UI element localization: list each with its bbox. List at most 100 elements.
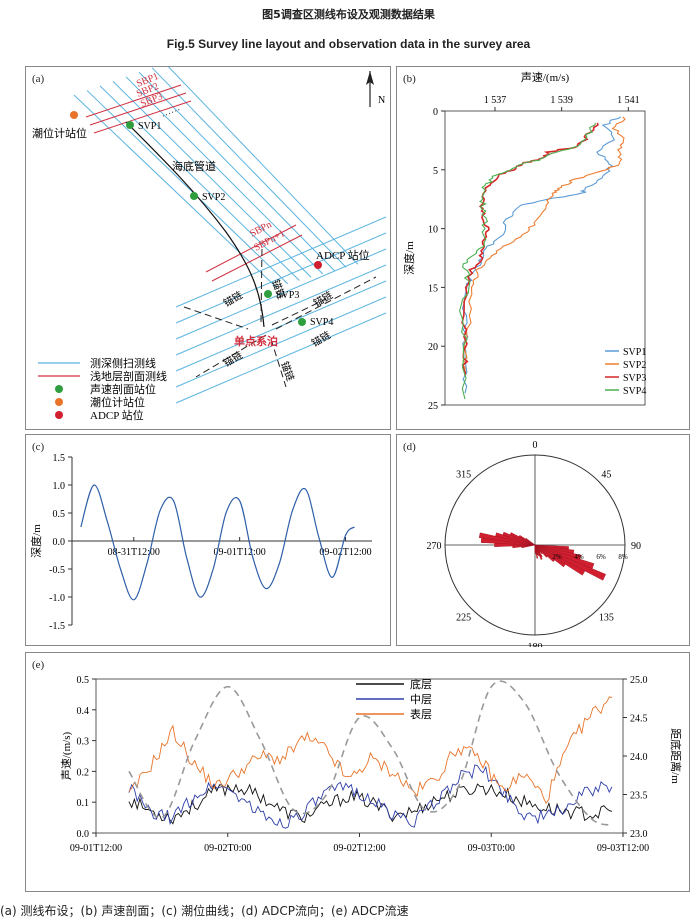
panel-a-survey-layout: (a) N SBP1 SBP2 SBP3…… SBPn SBPn+1 锚链 锚链 锚链 锚链 锚链锚… <box>25 66 391 430</box>
angle-label: 45 <box>601 470 611 481</box>
multibeam-line <box>99 85 300 281</box>
svp4-dot <box>298 318 306 326</box>
velocity-series-line <box>128 764 613 829</box>
multibeam-line <box>112 80 312 278</box>
y-tick-label: -1.0 <box>49 593 65 604</box>
svp-series-line <box>459 122 597 400</box>
figure-caption: (a) 测线布设；(b) 声速剖面；(c) 潮位曲线；(d) ADCP流向；(e… <box>0 904 409 918</box>
tide-curve <box>80 484 355 601</box>
svp-series-line <box>461 122 599 376</box>
legend-label: 潮位计站位 <box>90 395 145 409</box>
x-tick-label: 09-01T12:00 <box>70 843 122 854</box>
x-tick-label: 09-02T12:00 <box>333 843 385 854</box>
angle-label: 315 <box>456 470 471 481</box>
y-axis-title: 声速/(m/s) <box>59 732 73 781</box>
panel-d-label: (d) <box>403 441 416 453</box>
x-axis-title: 声速/(m/s) <box>521 70 570 84</box>
anchor-chain <box>270 338 287 388</box>
panel-e-label: (e) <box>32 659 45 671</box>
tide-station-dot <box>70 111 78 119</box>
legend-swatch <box>55 398 63 406</box>
ellipsis-label: …… <box>159 102 182 120</box>
plot-frame <box>444 110 646 406</box>
panel-c-label: (c) <box>32 441 45 453</box>
sbp-line <box>211 234 303 282</box>
x-tick-label: 1 539 <box>550 95 573 106</box>
legend-label: 底层 <box>410 677 432 691</box>
pipeline-curve <box>125 121 265 328</box>
legend-label: 中层 <box>410 693 432 706</box>
multibeam-line <box>175 312 387 404</box>
multibeam-line <box>138 71 335 272</box>
y-right-tick-label: 25.0 <box>630 675 648 686</box>
svp-series-line <box>461 116 621 394</box>
y-tick-label: 0.5 <box>77 675 90 686</box>
panel-b-label: (b) <box>403 73 416 85</box>
svp3-dot <box>264 290 272 298</box>
anchor-chain <box>195 334 267 378</box>
single-point-mooring-label: 单点系泊 <box>234 334 278 348</box>
svp-chart: 声速/(m/s) 1 537 1 539 1 541 0 5 10 15 20 25 深度/m SVP… <box>402 70 646 412</box>
ring-label: 4% <box>574 553 584 561</box>
legend-label: SVP1 <box>623 347 646 358</box>
sbp-line <box>205 224 297 273</box>
svp2-dot <box>190 192 198 200</box>
anchor-chain-label: 锚链 <box>221 288 245 309</box>
y-right-tick-label: 24.5 <box>630 714 648 725</box>
multibeam-line <box>125 76 324 275</box>
y-axis-title: 深度/m <box>29 524 43 558</box>
multibeam-line <box>86 90 289 285</box>
y-tick-label: 25 <box>428 401 438 412</box>
y-tick-label: 0 <box>433 107 438 118</box>
angle-label: 135 <box>599 612 614 623</box>
x-tick-label: 1 541 <box>617 95 640 106</box>
panel-e-current-velocity: (e) 0.0 0.1 0.2 0.3 0.4 0.5 23.0 23.5 24.0 24.5 25… <box>25 652 690 892</box>
anchor-chain <box>183 306 249 330</box>
angle-label: 0 <box>533 440 538 451</box>
ring-label: 8% <box>618 553 628 561</box>
rose-petal <box>525 537 536 546</box>
y-tick-label: 0.2 <box>77 767 90 778</box>
x-tick-label: 08-31T12:00 <box>108 547 160 558</box>
velocity-series-line <box>128 783 613 825</box>
multibeam-line <box>175 296 387 388</box>
figure-title-cn: 图5调查区测线布设及观测数据结果 <box>262 8 435 21</box>
multibeam-line <box>175 248 387 340</box>
multibeam-line <box>175 232 387 324</box>
x-tick-label: 09-02T12:00 <box>319 547 371 558</box>
y-right-axis-title: 距底距离/m <box>669 728 683 784</box>
angle-label: 180 <box>528 642 543 647</box>
x-tick-label: 09-03T12:00 <box>597 843 649 854</box>
sbp-line <box>85 84 182 118</box>
svp1-label: SVP1 <box>138 121 161 132</box>
y-tick-label: -1.5 <box>49 621 65 632</box>
x-tick-label: 09-02T0:00 <box>204 843 251 854</box>
y-right-tick-label: 23.0 <box>630 829 648 840</box>
legend-label: 测深侧扫测线 <box>90 356 156 370</box>
distance-series-line <box>128 680 613 827</box>
anchor-chain <box>271 298 327 326</box>
multibeam-line <box>73 94 277 288</box>
legend-swatch <box>55 385 63 393</box>
tide-chart: 1.5 1.0 0.5 0.0 -0.5 -1.0 -1.5 08-31T12:00 09-01… <box>29 453 372 632</box>
anchor-chain <box>275 276 377 330</box>
angle-label: 225 <box>456 612 471 623</box>
tide-station-label: 潮位计站位 <box>32 126 87 140</box>
y-tick-label: 1.5 <box>53 453 66 464</box>
figure-title-en: Fig.5 Survey line layout and observation… <box>166 37 531 51</box>
y-tick-label: 0.1 <box>77 798 90 809</box>
ring-label: 2% <box>552 553 562 561</box>
legend-label: SVP4 <box>623 386 646 397</box>
svp3-label: SVP3 <box>276 290 299 301</box>
y-tick-label: 10 <box>428 225 438 236</box>
y-tick-label: 1.0 <box>53 481 66 492</box>
multibeam-line <box>175 264 387 356</box>
legend-swatch <box>55 411 63 419</box>
x-tick-label: 1 537 <box>484 95 507 106</box>
pipeline-label: 海底管道 <box>172 159 216 173</box>
anchor-chain-label: 锚链 <box>278 360 297 383</box>
legend-label: ADCP 站位 <box>90 408 144 422</box>
y-tick-label: 0.5 <box>53 509 66 520</box>
y-tick-label: 15 <box>428 283 438 294</box>
multibeam-line <box>175 216 387 308</box>
